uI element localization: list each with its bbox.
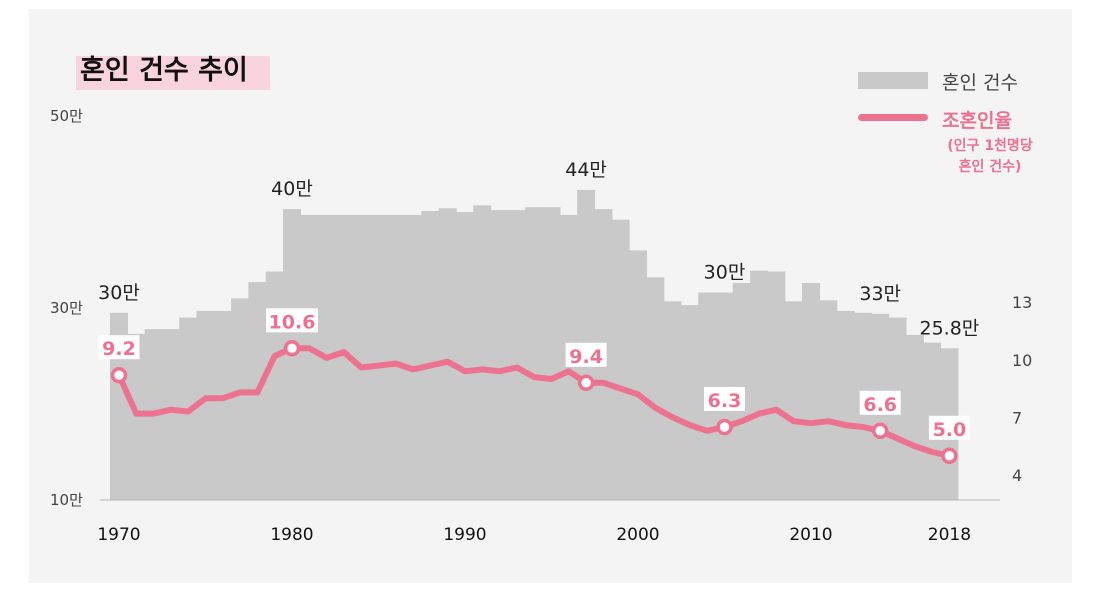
bar-1971 [127,333,146,500]
line-label-bg-2005 [704,387,745,411]
bar-1983 [334,214,353,500]
x-tick-1970: 1970 [97,525,140,545]
legend-bar-label: 혼인 건수 [942,72,1018,94]
bar-label-1970: 30만 [98,282,140,304]
x-tick-2000: 2000 [616,525,659,545]
legend-note-line2: 혼인 건수) [958,159,1022,175]
bar-1987 [404,214,423,500]
line-label-1997: 9.4 [569,346,603,368]
bar-2011 [819,300,838,500]
bar-2002 [663,301,682,500]
line-marker-1997 [577,374,595,392]
bar-1981 [300,214,319,500]
line-label-bg-2018 [928,415,970,440]
bar-2000 [629,250,647,500]
line-label-bg-1970 [98,335,140,360]
line-label-bg-1997 [565,342,607,367]
bar-1986 [386,214,405,500]
line-marker-2014 [871,422,889,440]
left-tick-2: 10만 [50,491,83,509]
bar-2001 [646,277,665,500]
legend-line-label: 조혼인율 [942,110,1012,132]
bar-label-2014: 33만 [859,283,901,305]
line-marker-2018 [941,447,958,465]
bar-1977 [231,298,250,500]
chart-title: 혼인 건수 추이 [80,55,248,86]
x-tick-1980: 1980 [270,525,313,545]
bar-1979 [265,271,284,500]
bar-1975 [196,310,215,500]
bar-1995 [542,207,561,500]
bar-1970 [110,312,128,500]
legend-line-swatch [858,114,928,121]
bar-2008 [767,271,786,500]
bar-1992 [490,210,509,500]
bar-1985 [369,214,388,500]
line-label-bg-1980 [266,308,318,333]
left-tick-1: 30만 [50,299,83,317]
line-marker-1980 [283,340,301,357]
bar-label-2005: 30만 [704,262,746,284]
line-label-bg-2014 [859,390,901,415]
legend-bar-swatch [858,72,928,89]
right-tick-7: 7 [1012,408,1022,427]
bar-1989 [438,208,457,500]
bar-1973 [161,329,180,500]
line-marker-1970 [110,366,128,384]
bar-2016 [905,334,924,500]
title-highlight [76,56,270,90]
bar-2009 [784,301,803,500]
bar-1984 [352,214,371,500]
bar-1976 [213,310,232,500]
bar-label-1980: 40만 [271,178,313,200]
line-label-2014: 6.6 [863,394,897,416]
left-tick-0: 50만 [50,107,83,125]
bar-1999 [611,219,630,500]
bar-2003 [680,305,699,500]
line-label-1970: 9.2 [102,338,136,360]
line-label-2005: 6.3 [708,390,742,412]
legend-note-line1: (인구 1천명당 [947,138,1033,154]
x-tick-2010: 2010 [789,525,832,545]
bar-2012 [836,310,855,500]
bar-label-1997: 44만 [565,159,607,181]
bar-1991 [473,205,492,501]
line-marker-2005 [716,418,733,436]
line-label-2018: 5.0 [933,419,967,441]
bar-label-2018: 25.8만 [920,317,980,339]
bar-1988 [421,211,440,500]
x-tick-2018: 2018 [928,525,971,545]
bar-1990 [456,212,474,500]
right-tick-13: 13 [1012,293,1032,312]
line-label-1980: 10.6 [269,311,316,333]
bar-1994 [525,207,544,500]
bar-1993 [507,210,526,500]
x-tick-1990: 1990 [443,525,486,545]
legend-line-note: (인구 1천명당 혼인 건수) [938,136,1042,178]
right-tick-4: 4 [1012,466,1022,485]
bar-2007 [750,270,769,500]
marriage-rate-line [116,345,953,459]
bar-2010 [802,283,820,500]
right-tick-10: 10 [1012,351,1032,370]
